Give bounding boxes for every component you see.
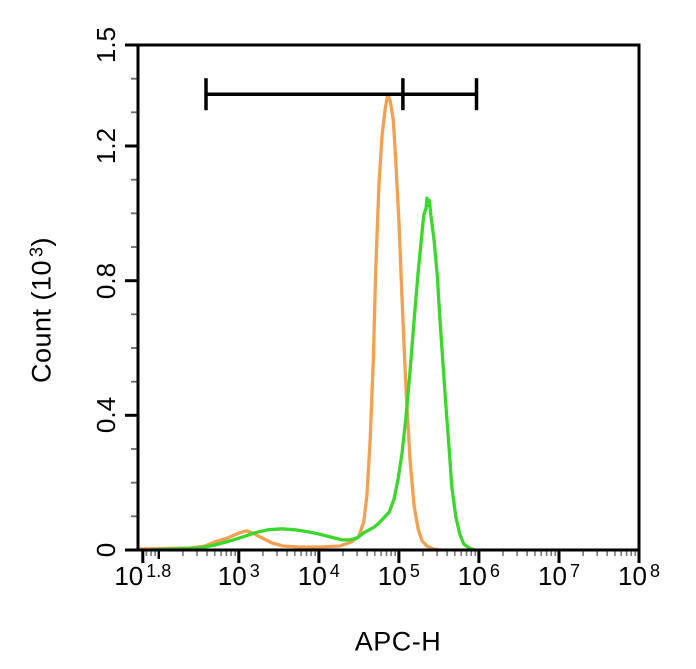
orange-histogram-curve — [136, 93, 442, 552]
plot-frame — [136, 43, 641, 552]
x-axis-title-text: APC-H — [354, 626, 442, 657]
y-axis-title-superscript: 3 — [26, 246, 47, 257]
x-tick-label: 10 4 — [297, 560, 340, 591]
x-tick-label: 10 6 — [457, 560, 500, 591]
y-axis-title-pre: Count (10 — [26, 259, 57, 384]
x-tick-label: 10 8 — [618, 560, 660, 591]
green-histogram-curve — [148, 196, 477, 552]
y-axis-title-post: ) — [26, 236, 57, 247]
x-tick-label: 10 3 — [217, 560, 260, 591]
y-axis-title-text: Count (10 3) — [26, 236, 57, 384]
x-tick-label: 10 7 — [538, 560, 580, 591]
x-tick-label: 10 1.8 — [114, 560, 172, 591]
x-tick-label: 10 5 — [377, 560, 420, 591]
